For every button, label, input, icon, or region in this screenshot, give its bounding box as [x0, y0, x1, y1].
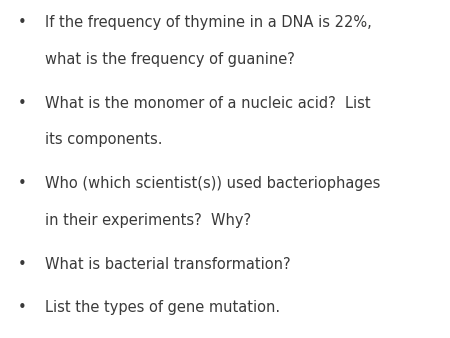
Text: •: •	[18, 96, 27, 111]
Text: Who (which scientist(s)) used bacteriophages: Who (which scientist(s)) used bacterioph…	[45, 176, 380, 191]
Text: in their experiments?  Why?: in their experiments? Why?	[45, 213, 251, 227]
Text: What is the monomer of a nucleic acid?  List: What is the monomer of a nucleic acid? L…	[45, 96, 371, 111]
Text: •: •	[18, 15, 27, 30]
Text: •: •	[18, 300, 27, 315]
Text: If the frequency of thymine in a DNA is 22%,: If the frequency of thymine in a DNA is …	[45, 15, 372, 30]
Text: List the types of gene mutation.: List the types of gene mutation.	[45, 300, 280, 315]
Text: •: •	[18, 257, 27, 271]
Text: What is bacterial transformation?: What is bacterial transformation?	[45, 257, 291, 271]
Text: what is the frequency of guanine?: what is the frequency of guanine?	[45, 52, 295, 67]
Text: its components.: its components.	[45, 132, 162, 147]
Text: •: •	[18, 176, 27, 191]
